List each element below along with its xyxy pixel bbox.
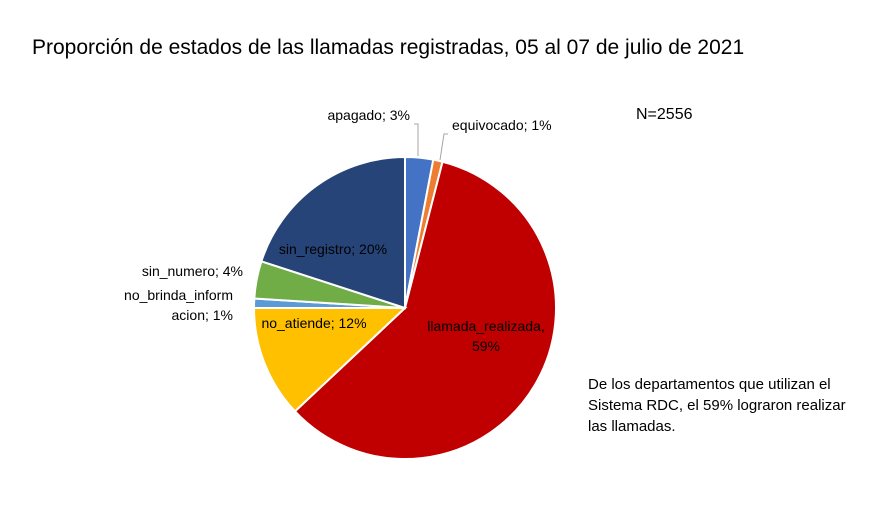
sample-size-label: N=2556 [636,106,693,123]
data-label-sin-registro: sin_registro; 20% [279,241,387,257]
data-label-no-atiende: no_atiende; 12% [261,315,366,331]
chart-title: Proporción de estados de las llamadas re… [32,36,745,59]
pie-slice-no-atiende [252,307,408,413]
data-label-apagado: apagado; 3% [327,107,410,123]
leader-line-equivocado [439,133,448,161]
leader-line-apagado [414,123,419,156]
data-label-equivocado: equivocado; 1% [452,117,552,133]
pie-slice-sin-registro [260,155,406,310]
chart-note: De los departamentos que utilizan el Sis… [588,376,846,435]
pie-slice-llamada-realizada [293,160,557,460]
data-label-llamada-realizada: llamada_realizada, 59% [427,318,545,354]
data-label-no-brinda-informacion: no_brinda_inform acion; 1% [124,287,233,323]
data-label-sin-numero: sin_numero; 4% [142,263,243,279]
